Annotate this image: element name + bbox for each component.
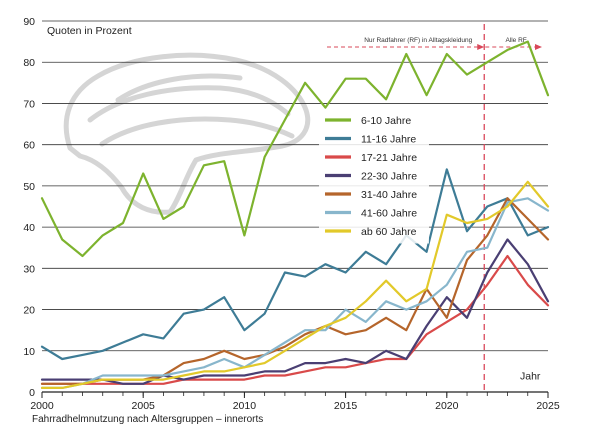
legend-label: ab 60 Jahre — [361, 226, 417, 238]
y-tick-label: 70 — [23, 98, 35, 110]
y-tick-label: 90 — [23, 16, 35, 28]
annotation-left-label: Nur Radfahrer (RF) in Alltagskleidung — [364, 37, 472, 44]
legend-label: 31-40 Jahre — [361, 189, 417, 201]
x-axis-label: Jahr — [520, 371, 541, 383]
y-tick-label: 0 — [29, 387, 35, 399]
series-lines — [40, 40, 550, 389]
helmet-vent — [99, 116, 295, 147]
series-line — [40, 197, 550, 389]
series-line — [40, 238, 550, 385]
y-axis-ticks: 0 10 20 30 40 50 60 70 80 90 — [23, 16, 35, 399]
y-tick-label: 40 — [23, 222, 35, 234]
legend-label: 22-30 Jahre — [361, 171, 417, 183]
period-annotation: Nur Radfahrer (RF) in Alltagskleidung Al… — [327, 24, 542, 392]
chart-title: Quoten in Prozent — [47, 25, 132, 37]
legend-label: 11-16 Jahre — [361, 134, 416, 146]
x-tick-label: 2005 — [132, 400, 156, 412]
helmet-illustration — [63, 52, 311, 215]
series-line — [40, 40, 550, 258]
y-tick-label: 80 — [23, 57, 35, 69]
helmet-vent — [87, 85, 291, 123]
series-line — [40, 180, 550, 389]
legend-label: 41-60 Jahre — [361, 208, 417, 220]
grid-lines — [42, 20, 548, 393]
y-tick-label: 10 — [23, 346, 35, 358]
left-arrowhead — [477, 44, 485, 50]
legend: 6-10 Jahre 11-16 Jahre 17-21 Jahre 22-30 Ja… — [319, 110, 429, 244]
x-tick-label: 2015 — [334, 400, 358, 412]
y-tick-label: 50 — [23, 181, 35, 193]
annotation-right-label: Alle RF — [505, 37, 526, 44]
legend-label: 6-10 Jahre — [361, 115, 411, 127]
helmet-vent — [115, 73, 243, 103]
series-line — [40, 168, 550, 361]
x-axis-ticks: 2000 2005 2010 2015 2020 2025 — [30, 392, 560, 412]
right-arrowhead — [535, 44, 542, 50]
helmet-shell — [63, 52, 311, 215]
y-tick-label: 60 — [23, 140, 35, 152]
x-tick-label: 2010 — [233, 400, 257, 412]
x-tick-label: 2000 — [30, 400, 54, 412]
legend-label: 17-21 Jahre — [361, 152, 417, 164]
figure-caption: Fahrradhelmnutzung nach Altersgruppen – … — [32, 414, 264, 425]
x-tick-label: 2020 — [435, 400, 459, 412]
x-tick-label: 2025 — [536, 400, 560, 412]
y-tick-label: 30 — [23, 263, 35, 275]
y-tick-label: 20 — [23, 305, 35, 317]
